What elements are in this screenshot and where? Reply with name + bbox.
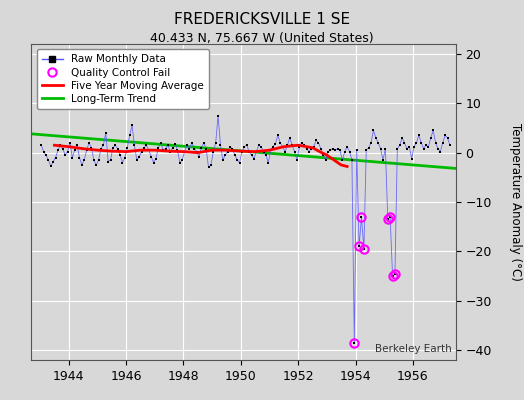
Text: 40.433 N, 75.667 W (United States): 40.433 N, 75.667 W (United States) [150, 32, 374, 45]
Text: Berkeley Earth: Berkeley Earth [375, 344, 452, 354]
Text: FREDERICKSVILLE 1 SE: FREDERICKSVILLE 1 SE [174, 12, 350, 27]
Y-axis label: Temperature Anomaly (°C): Temperature Anomaly (°C) [509, 123, 522, 281]
Legend: Raw Monthly Data, Quality Control Fail, Five Year Moving Average, Long-Term Tren: Raw Monthly Data, Quality Control Fail, … [37, 49, 209, 109]
